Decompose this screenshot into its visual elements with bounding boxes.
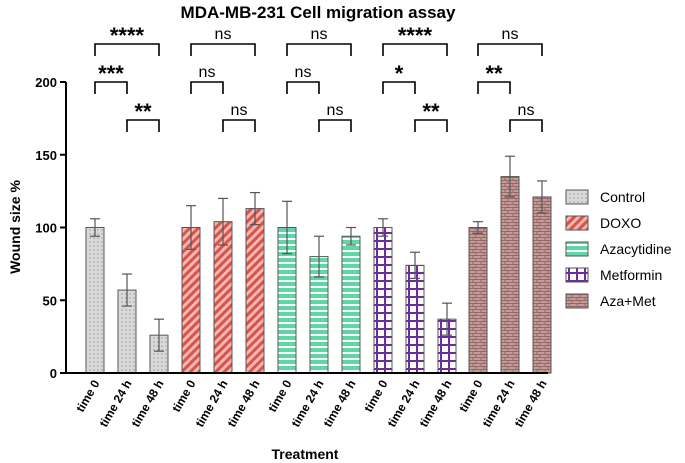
y-tick-label: 200 — [35, 75, 57, 90]
significance-bracket — [382, 43, 448, 56]
chart-title: MDA-MB-231 Cell migration assay — [181, 3, 456, 22]
significance-bracket — [190, 81, 224, 94]
significance-bracket — [509, 119, 543, 132]
significance-label: * — [395, 61, 404, 86]
bar — [85, 227, 105, 374]
legend: Control DOXO Azacytidine Metformin Aza+Met — [565, 189, 672, 309]
bar — [532, 196, 552, 374]
y-tick-label: 100 — [35, 221, 57, 236]
bar — [468, 227, 488, 374]
significance-label: **** — [110, 23, 145, 48]
x-tick-label: time 0 — [456, 377, 486, 414]
significance-bracket — [382, 81, 416, 94]
y-tick-label: 150 — [35, 148, 57, 163]
significance-bracket — [318, 119, 352, 132]
legend-label: Metformin — [600, 267, 662, 283]
significance-bracket — [190, 43, 256, 56]
legend-swatch — [565, 293, 589, 309]
legend-label: Azacytidine — [600, 241, 672, 257]
x-tick-label: time 0 — [169, 377, 199, 414]
x-tick-label: time 48 h — [511, 378, 549, 430]
x-tick-label: time 48 h — [128, 378, 166, 430]
significance-bracket — [126, 119, 160, 132]
bar — [373, 227, 393, 374]
significance-label: ** — [422, 99, 440, 124]
significance-bracket — [94, 81, 128, 94]
y-axis-label: Wound size % — [7, 180, 23, 274]
x-tick-label: time 48 h — [224, 378, 262, 430]
significance-bracket — [222, 119, 256, 132]
y-tick-label: 0 — [50, 366, 57, 381]
significance-bracket — [477, 43, 543, 56]
significance-label: ns — [215, 26, 232, 43]
x-axis-label: Treatment — [272, 446, 339, 462]
significance-label: ns — [295, 64, 312, 81]
y-tick-label: 50 — [43, 293, 57, 308]
significance-label: ns — [199, 64, 216, 81]
significance-label: *** — [98, 61, 124, 86]
significance-label: ns — [231, 102, 248, 119]
significance-label: ** — [485, 61, 503, 86]
significance-label: ns — [327, 102, 344, 119]
legend-label: Control — [600, 189, 645, 205]
y-axis: 0 50 100 150 200 — [35, 75, 67, 381]
significance-label: ns — [502, 26, 519, 43]
x-tick-label: time 0 — [361, 377, 391, 414]
x-tick-label: time 48 h — [416, 378, 454, 430]
significance-label: ** — [134, 99, 152, 124]
bar — [405, 264, 425, 374]
legend-swatch — [565, 189, 589, 205]
bar — [245, 208, 265, 374]
legend-label: DOXO — [600, 215, 641, 231]
significance-label: **** — [398, 23, 433, 48]
legend-swatch — [565, 267, 589, 283]
x-tick-label: time 0 — [73, 377, 103, 414]
significance-label: ns — [518, 102, 535, 119]
x-tick-label: time 48 h — [320, 378, 358, 430]
significance-bracket — [414, 119, 448, 132]
significance-bracket — [286, 43, 352, 56]
bar — [500, 176, 520, 374]
bar — [341, 235, 361, 374]
x-tick-label: time 0 — [265, 377, 295, 414]
significance-bracket — [477, 81, 511, 94]
significance-label: ns — [311, 26, 328, 43]
legend-swatch — [565, 241, 589, 257]
legend-label: Aza+Met — [600, 293, 656, 309]
significance-bracket — [286, 81, 320, 94]
significance-bracket — [94, 43, 160, 56]
legend-swatch — [565, 215, 589, 231]
